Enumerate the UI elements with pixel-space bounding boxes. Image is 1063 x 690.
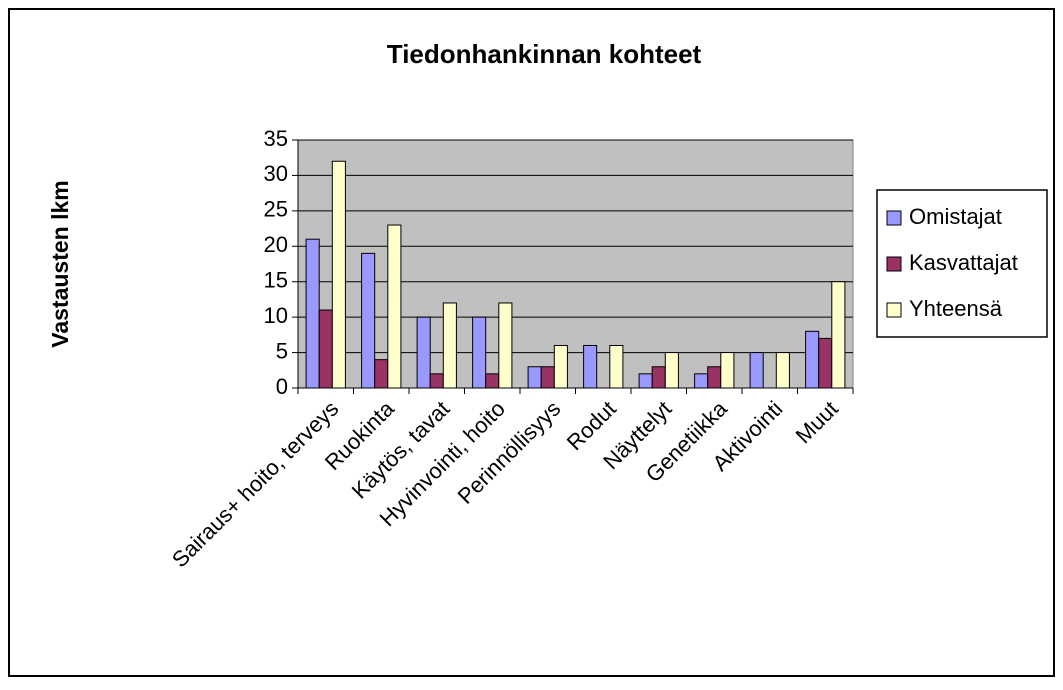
bar <box>442 302 457 389</box>
bar <box>472 316 487 389</box>
bar <box>638 373 653 389</box>
bar <box>720 352 735 389</box>
bar <box>387 224 402 389</box>
bar <box>527 366 542 389</box>
bar <box>805 330 820 389</box>
bar <box>498 302 513 389</box>
legend-box <box>876 189 1048 338</box>
bar <box>651 366 666 389</box>
bar <box>749 352 764 389</box>
legend-swatch <box>886 256 902 272</box>
bar <box>485 373 500 389</box>
bar <box>416 316 431 389</box>
y-tick-label: 25 <box>264 197 288 222</box>
y-tick-label: 5 <box>276 338 288 363</box>
y-tick-label: 30 <box>264 161 288 186</box>
legend-label: Kasvattajat <box>909 250 1018 275</box>
bar <box>318 309 333 389</box>
y-tick-label: 0 <box>276 374 288 399</box>
bar <box>664 352 679 389</box>
bar <box>707 366 722 389</box>
bar <box>694 373 709 389</box>
bar <box>818 337 833 389</box>
bar <box>775 352 790 389</box>
bar <box>609 344 624 389</box>
bar <box>553 344 568 389</box>
y-axis-label: Vastausten lkm <box>47 180 73 347</box>
legend-swatch <box>886 210 902 226</box>
bar <box>429 373 444 389</box>
bar <box>361 252 376 389</box>
plot-area <box>297 139 854 389</box>
bar <box>305 238 320 389</box>
bar <box>831 281 846 389</box>
bar <box>331 160 346 389</box>
chart-title: Tiedonhankinnan kohteet <box>387 39 702 69</box>
y-tick-label: 20 <box>264 232 288 257</box>
legend-label: Yhteensä <box>909 296 1003 321</box>
bar <box>583 344 598 389</box>
legend-label: Omistajat <box>909 204 1002 229</box>
y-tick-label: 15 <box>264 268 288 293</box>
bar <box>540 366 555 389</box>
y-tick-label: 10 <box>264 303 288 328</box>
bar <box>374 359 389 389</box>
y-tick-label: 35 <box>264 126 288 151</box>
legend-swatch <box>886 302 902 318</box>
